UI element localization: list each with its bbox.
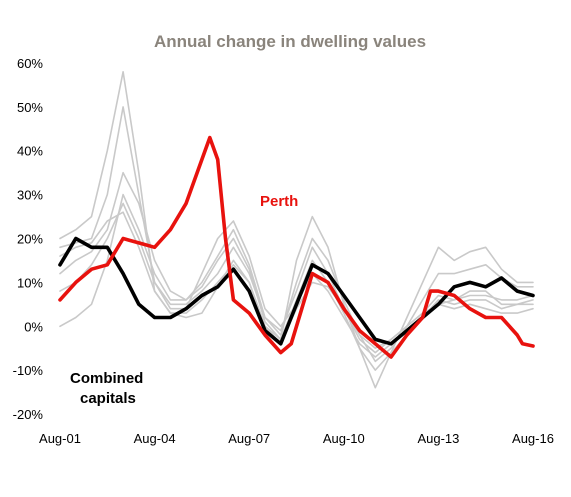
perth-series-line [58, 135, 535, 359]
y-tick-label: 40% [17, 144, 43, 159]
x-tick-label: Aug-13 [417, 431, 459, 446]
x-tick-label: Aug-01 [39, 431, 81, 446]
y-tick-label: 50% [17, 100, 43, 115]
combined-capitals-annotation-line1: Combined [70, 370, 143, 387]
other-capitals-series-group [59, 71, 534, 389]
y-tick-label: 0% [24, 319, 43, 334]
x-tick-label: Aug-04 [134, 431, 176, 446]
y-axis-tick-labels: -20% -10% 0% 10% 20% 30% 40% 50% 60% [13, 56, 44, 422]
other-capital-series-line-1 [59, 71, 534, 389]
x-axis-tick-labels: Aug-01 Aug-04 Aug-07 Aug-10 Aug-13 Aug-16 [39, 431, 554, 446]
perth-annotation: Perth [260, 193, 298, 210]
other-capital-series-line-2 [59, 106, 534, 363]
y-tick-label: 60% [17, 56, 43, 71]
y-tick-label: 20% [17, 232, 43, 247]
y-tick-label: -10% [13, 363, 44, 378]
x-tick-label: Aug-16 [512, 431, 554, 446]
x-tick-label: Aug-07 [228, 431, 270, 446]
highlighted-series-group [58, 135, 535, 359]
y-tick-label: -20% [13, 407, 44, 422]
combined-capitals-series-line [58, 236, 535, 346]
chart-title: Annual change in dwelling values [154, 32, 426, 51]
y-tick-label: 10% [17, 275, 43, 290]
y-tick-label: 30% [17, 188, 43, 203]
combined-capitals-annotation-line2: capitals [80, 390, 136, 407]
x-tick-label: Aug-10 [323, 431, 365, 446]
